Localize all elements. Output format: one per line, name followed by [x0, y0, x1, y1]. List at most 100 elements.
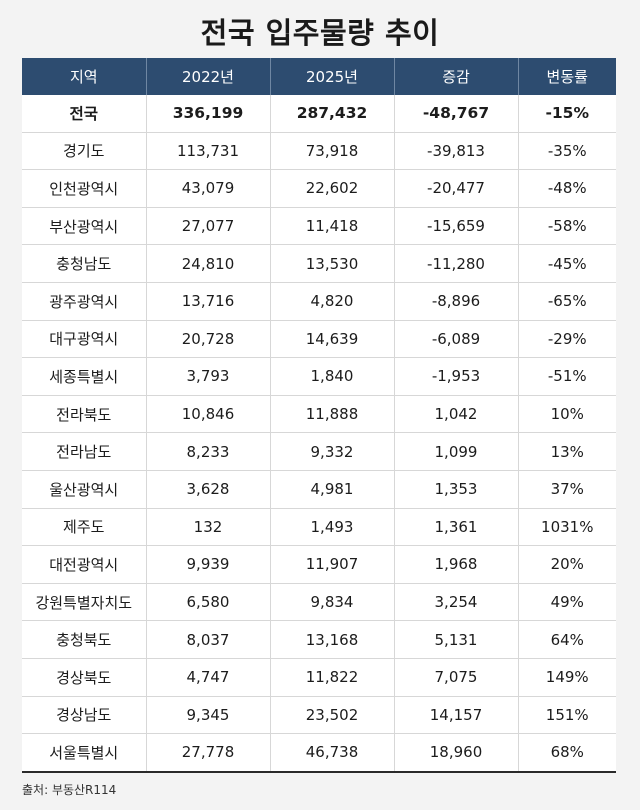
- value-cell: -20,477: [393, 169, 518, 208]
- table-row: 인천광역시 43,079 22,602 -20,477 -48%: [22, 169, 616, 208]
- value-cell: 1,968: [393, 545, 518, 584]
- value-cell: -8,896: [393, 281, 518, 321]
- value-cell: 13,168: [269, 620, 394, 659]
- value-cell: -65%: [517, 281, 616, 321]
- table-row: 경기도 113,731 73,918 -39,813 -35%: [22, 131, 616, 170]
- table-row: 광주광역시 13,716 4,820 -8,896 -65%: [22, 281, 616, 321]
- value-cell: 13,530: [269, 244, 394, 283]
- region-cell: 제주도: [22, 507, 146, 546]
- column-header: 지역: [22, 58, 146, 95]
- value-cell: 37%: [517, 469, 616, 509]
- value-cell: 149%: [517, 657, 616, 696]
- value-cell: 10%: [517, 394, 616, 433]
- page-title: 전국 입주물량 추이: [200, 16, 440, 50]
- value-cell: 11,907: [269, 545, 394, 584]
- value-cell: 3,793: [145, 357, 270, 396]
- region-cell: 부산광역시: [22, 206, 146, 245]
- table-body: 전국 336,199 287,432 -48,767 -15% 경기도 113,731 73,…: [22, 95, 616, 773]
- region-cell: 전국: [22, 95, 146, 133]
- value-cell: -48,767: [393, 95, 518, 133]
- value-cell: 14,639: [269, 319, 394, 358]
- value-cell: 3,628: [145, 469, 270, 509]
- table-row: 세종특별시 3,793 1,840 -1,953 -51%: [22, 357, 616, 396]
- region-cell: 충청남도: [22, 244, 146, 283]
- value-cell: 4,747: [145, 657, 270, 696]
- value-cell: 336,199: [145, 95, 270, 133]
- region-cell: 세종특별시: [22, 357, 146, 396]
- region-cell: 경상북도: [22, 657, 146, 696]
- value-cell: 1,353: [393, 469, 518, 509]
- value-cell: 3,254: [393, 582, 518, 621]
- value-cell: 22,602: [269, 169, 394, 208]
- table-row: 경상남도 9,345 23,502 14,157 151%: [22, 695, 616, 734]
- value-cell: 1,099: [393, 432, 518, 471]
- value-cell: -48%: [517, 169, 616, 208]
- column-header: 2022년: [145, 58, 270, 95]
- value-cell: 43,079: [145, 169, 270, 208]
- value-cell: 8,037: [145, 620, 270, 659]
- value-cell: 4,820: [269, 281, 394, 321]
- value-cell: 9,345: [145, 695, 270, 734]
- region-cell: 인천광역시: [22, 169, 146, 208]
- value-cell: 49%: [517, 582, 616, 621]
- value-cell: 10,846: [145, 394, 270, 433]
- table-row: 제주도 132 1,493 1,361 1031%: [22, 507, 616, 546]
- value-cell: -15,659: [393, 206, 518, 245]
- value-cell: 73,918: [269, 131, 394, 170]
- value-cell: -6,089: [393, 319, 518, 358]
- value-cell: -11,280: [393, 244, 518, 283]
- table-row: 강원특별자치도 6,580 9,834 3,254 49%: [22, 582, 616, 621]
- value-cell: 23,502: [269, 695, 394, 734]
- value-cell: -15%: [517, 95, 616, 133]
- housing-supply-table: 지역 2022년 2025년 증감 변동률 전국 336,199 287,432 -48,76…: [22, 58, 616, 773]
- value-cell: -51%: [517, 357, 616, 396]
- table-row: 부산광역시 27,077 11,418 -15,659 -58%: [22, 206, 616, 245]
- table-row: 충청남도 24,810 13,530 -11,280 -45%: [22, 244, 616, 283]
- value-cell: 68%: [517, 733, 616, 773]
- table-row: 울산광역시 3,628 4,981 1,353 37%: [22, 469, 616, 509]
- value-cell: 113,731: [145, 131, 270, 170]
- table-row: 대전광역시 9,939 11,907 1,968 20%: [22, 545, 616, 584]
- total-row: 전국 336,199 287,432 -48,767 -15%: [22, 95, 616, 133]
- table-row: 서울특별시 27,778 46,738 18,960 68%: [22, 733, 616, 773]
- table-row: 대구광역시 20,728 14,639 -6,089 -29%: [22, 319, 616, 358]
- region-cell: 경상남도: [22, 695, 146, 734]
- region-cell: 대전광역시: [22, 545, 146, 584]
- column-header: 증감: [393, 58, 518, 95]
- value-cell: 20%: [517, 545, 616, 584]
- value-cell: 1,840: [269, 357, 394, 396]
- value-cell: 287,432: [269, 95, 394, 133]
- value-cell: 9,939: [145, 545, 270, 584]
- value-cell: 5,131: [393, 620, 518, 659]
- value-cell: 13,716: [145, 281, 270, 321]
- value-cell: 11,822: [269, 657, 394, 696]
- table-header-row: 지역 2022년 2025년 증감 변동률: [22, 58, 616, 95]
- region-cell: 충청북도: [22, 620, 146, 659]
- region-cell: 전라북도: [22, 394, 146, 433]
- region-cell: 대구광역시: [22, 319, 146, 358]
- value-cell: 27,077: [145, 206, 270, 245]
- value-cell: 14,157: [393, 695, 518, 734]
- value-cell: 6,580: [145, 582, 270, 621]
- value-cell: 11,888: [269, 394, 394, 433]
- column-header: 2025년: [269, 58, 394, 95]
- value-cell: 7,075: [393, 657, 518, 696]
- value-cell: 151%: [517, 695, 616, 734]
- value-cell: 1,042: [393, 394, 518, 433]
- value-cell: 9,332: [269, 432, 394, 471]
- value-cell: -35%: [517, 131, 616, 170]
- value-cell: 132: [145, 507, 270, 546]
- region-cell: 강원특별자치도: [22, 582, 146, 621]
- value-cell: 24,810: [145, 244, 270, 283]
- region-cell: 전라남도: [22, 432, 146, 471]
- value-cell: 46,738: [269, 733, 394, 773]
- region-cell: 경기도: [22, 131, 146, 170]
- value-cell: 18,960: [393, 733, 518, 773]
- value-cell: 4,981: [269, 469, 394, 509]
- table-row: 전라남도 8,233 9,332 1,099 13%: [22, 432, 616, 471]
- value-cell: 20,728: [145, 319, 270, 358]
- value-cell: 9,834: [269, 582, 394, 621]
- value-cell: 1,493: [269, 507, 394, 546]
- value-cell: -29%: [517, 319, 616, 358]
- value-cell: 11,418: [269, 206, 394, 245]
